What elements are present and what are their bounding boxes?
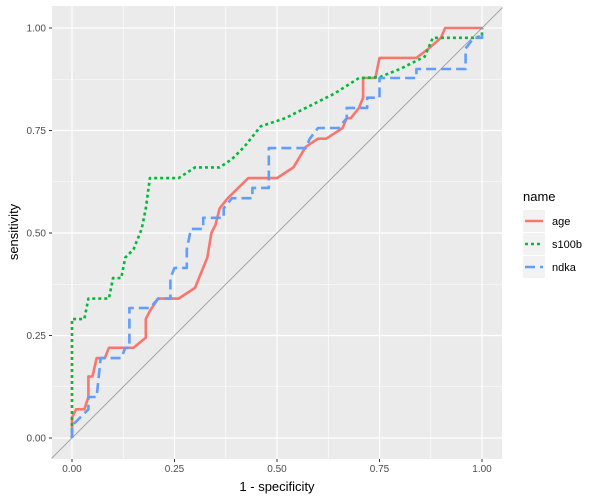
legend-label-age: age bbox=[552, 216, 570, 228]
x-axis: 0.00 0.25 0.50 0.75 1.00 bbox=[62, 459, 492, 475]
y-axis: 0.00 0.25 0.50 0.75 1.00 bbox=[27, 24, 52, 445]
y-tick-label: 1.00 bbox=[27, 24, 47, 35]
y-tick-label: 0.00 bbox=[27, 434, 47, 445]
x-axis-title: 1 - specificity bbox=[239, 479, 315, 494]
series-line-ndka bbox=[70, 28, 484, 438]
x-tick-label: 0.50 bbox=[267, 464, 287, 475]
legend-label-s100b: s100b bbox=[552, 239, 582, 251]
x-tick-label: 0.00 bbox=[62, 464, 82, 475]
y-tick-label: 0.75 bbox=[27, 126, 47, 137]
series-line-s100b bbox=[70, 28, 484, 438]
diagonal-reference-line bbox=[51, 7, 503, 459]
series-layer bbox=[70, 26, 484, 438]
y-axis-title: sensitivity bbox=[6, 203, 21, 260]
legend-title: name bbox=[523, 189, 556, 204]
x-tick-label: 0.75 bbox=[370, 464, 390, 475]
series-line-age bbox=[70, 26, 482, 438]
x-tick-label: 1.00 bbox=[472, 464, 492, 475]
y-tick-label: 0.25 bbox=[27, 331, 47, 342]
x-tick-label: 0.25 bbox=[165, 464, 185, 475]
legend-label-ndka: ndka bbox=[552, 262, 577, 274]
legend: name age s100b ndka bbox=[523, 189, 582, 278]
y-tick-label: 0.50 bbox=[27, 229, 47, 240]
